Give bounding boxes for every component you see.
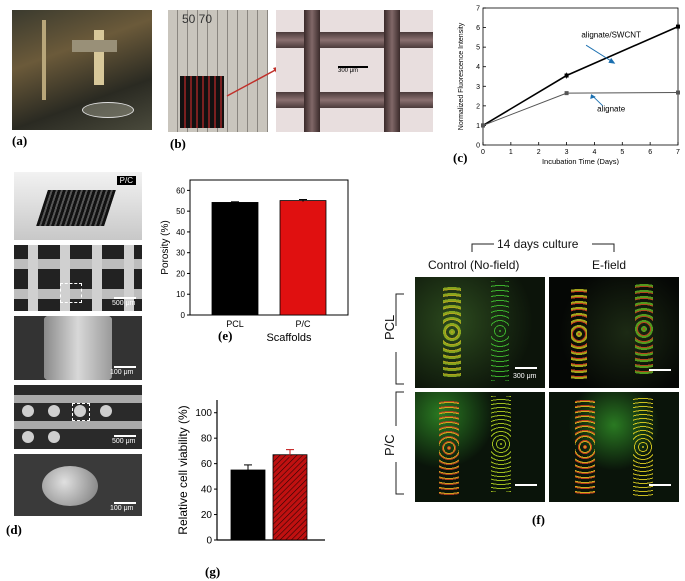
panel-label-c: (c) [453,150,468,165]
culture-bracket [471,243,615,252]
plot-frame [482,7,679,146]
series-line-2 [482,92,679,126]
panel-label-g: (g) [205,564,221,579]
sem-grid-top: 500 μm [14,245,142,311]
sem-cross-section: 500 μm [14,385,142,449]
x-tick-label: PCL [226,319,244,329]
y-tick-label: 60 [201,459,213,470]
plot-frame [189,179,349,316]
annotation-arrow [585,44,615,64]
y-tick-label: 0 [206,536,212,547]
annotation-arrowhead [590,94,596,100]
sem-tag: P/C [116,176,136,185]
sem-strand-closeup: 100 μm [14,316,142,380]
y-tick-label: 40 [176,228,185,237]
fluor-pc-control [415,392,545,502]
y-tick-label: 3 [476,84,480,91]
panel-label-a: (a) [12,133,28,148]
scale-text-f: 300 μm [513,373,537,380]
scale-bar-b [338,66,368,68]
y-tick-label: 20 [201,510,213,521]
efield-column-label: E-field [592,258,627,272]
x-tick-label: 7 [676,149,680,156]
panel-label-f: (f) [532,512,545,527]
x-axis-label: Scaffolds [266,332,312,344]
x-tick-label: 4 [592,149,596,156]
fluor-pcl-efield [549,277,679,388]
x-tick-label: 2 [537,149,541,156]
y-tick-label: 60 [176,186,185,195]
panel-label-d: (d) [6,522,22,537]
sem-strand-end: 100 μm [14,454,142,516]
x-tick-label: 0 [481,149,485,156]
y-tick-label: 30 [176,249,185,258]
y-tick-label: 1 [476,123,480,130]
fluor-pcl-control: 300 μm [415,277,545,388]
scale-text-d1: 500 μm [112,300,136,307]
panel-label-b: (b) [170,136,186,151]
y-tick-label: 40 [201,485,213,496]
y-axis-label: Relative cell viability (%) [176,405,190,534]
annotation-arrowhead [608,57,616,64]
y-tick-label: 4 [476,64,480,71]
ruler-text: 50 70 [182,12,213,26]
control-column-label: Control (No-field) [428,258,520,272]
x-tick-label: P/C [295,319,311,329]
x-tick-label: 3 [565,149,569,156]
y-tick-label: 2 [476,103,480,110]
data-point [676,90,680,95]
annotation-swcnt: alignate/SWCNT [581,30,641,39]
petri-dish [82,102,134,118]
bar-p-c [279,200,327,316]
y-tick-label: 7 [476,6,480,13]
y-tick-label: 6 [476,25,480,32]
data-point [564,91,569,96]
scaffold-ruler-photo: 50 70 [168,10,268,132]
scale-text-b: 300 μm [338,68,359,74]
data-point [481,123,485,128]
culture-header: 14 days culture [497,237,579,251]
scaffold-block [36,190,116,226]
x-axis-label: Incubation Time (Days) [542,157,620,165]
panel-label-e: (e) [218,328,233,343]
scaffold-sample [180,76,224,128]
data-point [676,24,680,29]
sem-scaffold-overview: P/C [14,172,142,240]
series-line-1 [482,25,679,127]
y-tick-label: 50 [176,207,185,216]
printer-frame [42,20,46,100]
viability-bar-chart: 0 20 40 60 80 100 Relative cell viability (%) [176,400,325,547]
printer-nozzle [94,30,104,85]
y-tick-label: 0 [181,311,186,320]
scale-text-d2: 100 μm [110,369,134,376]
y-tick-label: 100 [195,408,212,419]
y-tick-label: 20 [176,269,185,278]
y-tick-label: 80 [201,434,213,445]
porosity-bar-chart: 0 10 20 30 40 50 60 Porosity (%) PCL P/C Scaffolds [160,179,349,344]
fluor-pc-efield [549,392,679,502]
data-point [564,73,569,78]
bioprinter-photo [12,10,152,130]
scale-text-d4: 100 μm [110,505,134,512]
bar-1 [230,469,266,541]
x-tick-label: 5 [620,149,624,156]
fluorescence-line-chart: 0 1 2 3 4 5 6 7 0 1 2 3 4 5 6 7 Incubation Time (Days) No… [458,6,680,166]
pc-row-bracket [395,391,404,495]
y-axis-label: Porosity (%) [160,220,171,274]
bar-pcl [211,202,259,316]
scale-text-d3: 500 μm [112,438,136,445]
x-tick-label: 6 [648,149,652,156]
x-tick-label: 1 [509,149,513,156]
pcl-row-bracket [395,293,404,385]
annotation-alginate: alignate [597,105,626,114]
y-tick-label: 10 [176,290,185,299]
scaffold-microscope-photo: 300 μm [276,10,433,132]
y-tick-label: 5 [476,45,480,52]
printer-head [72,40,117,52]
y-axis-label: Normalized Fluorescence Intensity [458,22,465,130]
y-tick-label: 0 [476,143,480,150]
bar-2 [272,454,308,541]
